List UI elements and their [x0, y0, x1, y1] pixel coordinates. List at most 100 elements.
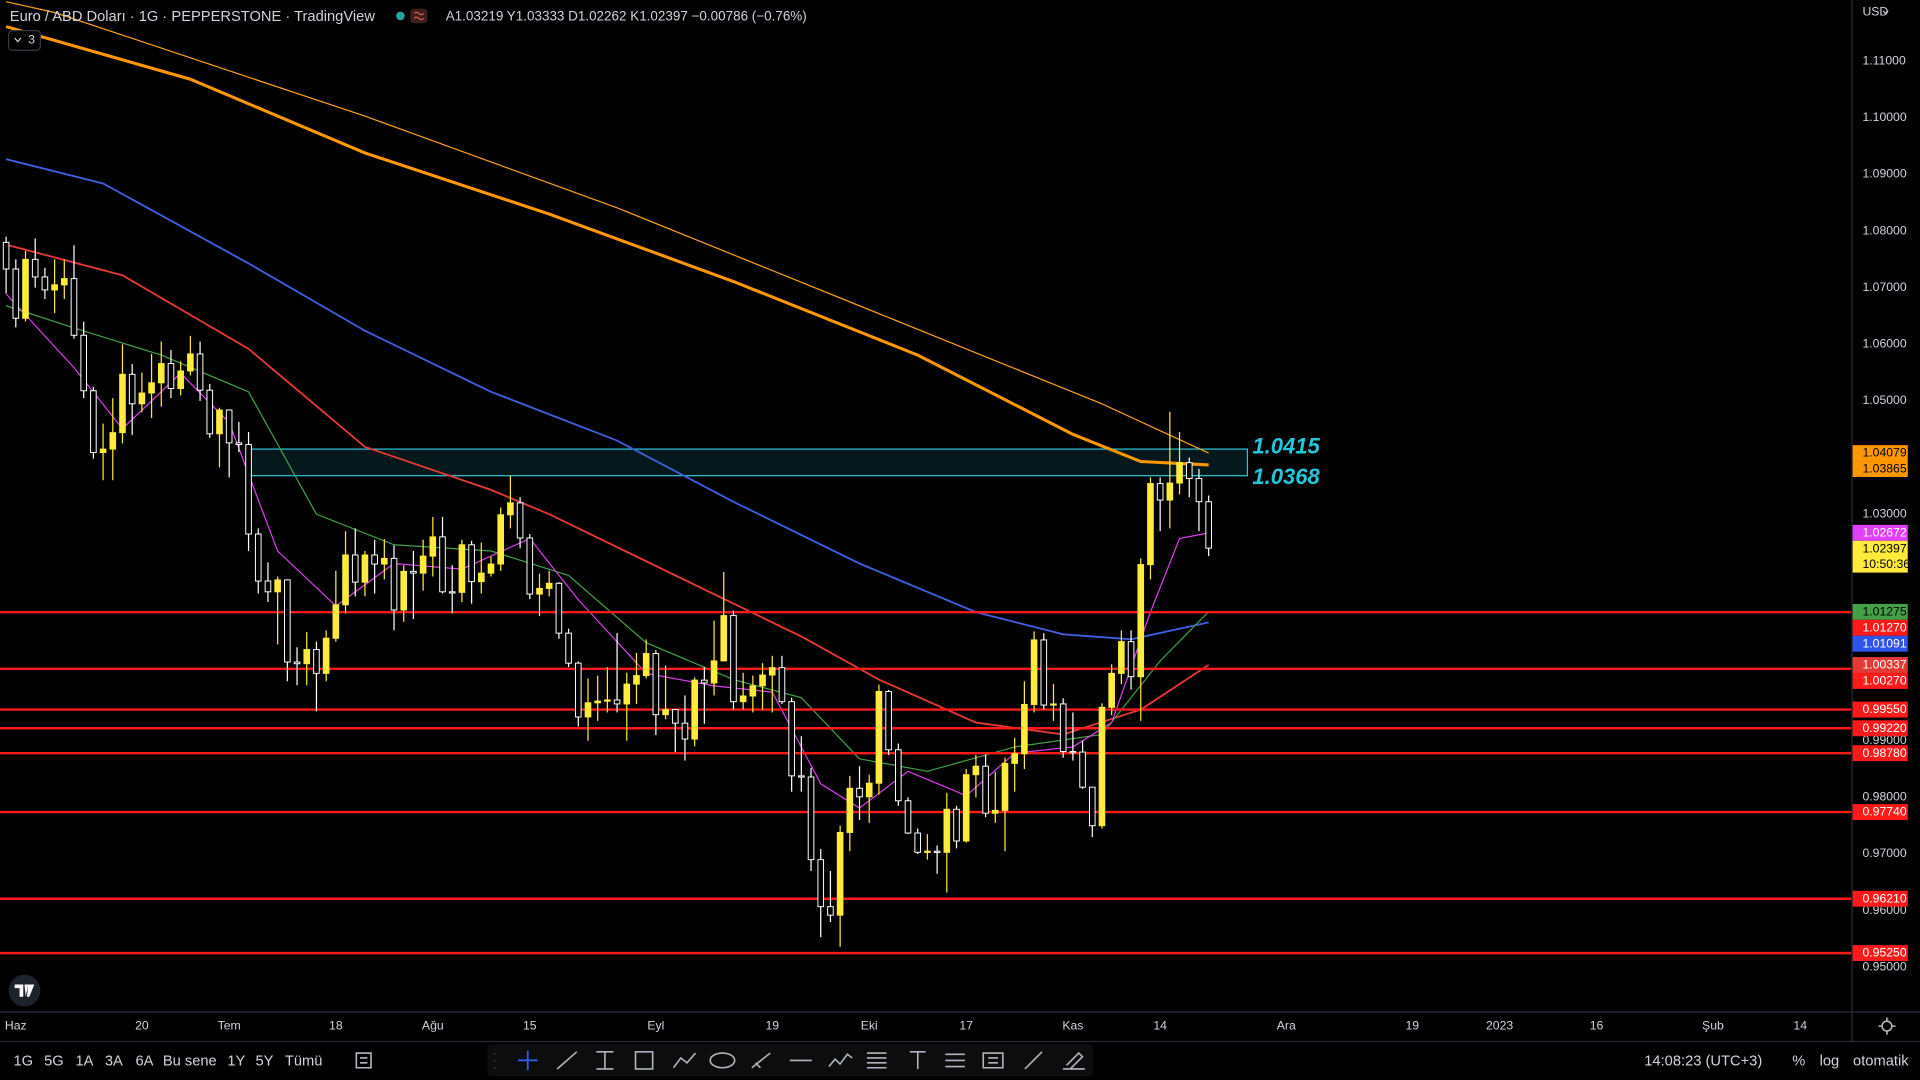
forecast-tool[interactable] [982, 1052, 1004, 1069]
candle-body [293, 661, 301, 665]
candle-body [778, 667, 786, 703]
price-badge [1852, 657, 1908, 673]
range-button[interactable]: 6A [136, 1054, 154, 1070]
rectangle-tool[interactable] [634, 1051, 654, 1070]
y-tick-label: 1.03000 [1862, 506, 1906, 520]
ellipse-tool[interactable] [709, 1052, 736, 1069]
price-badge-label: 1.01091 [1862, 636, 1906, 650]
candle-body [274, 579, 281, 593]
range-button[interactable]: 5G [44, 1054, 64, 1070]
x-tick-label: Tem [218, 1018, 241, 1032]
candle-body [594, 700, 601, 704]
candle-body [846, 787, 854, 833]
candle-body [31, 258, 39, 278]
y-tick-label: 1.11000 [1862, 53, 1906, 67]
candle-body [526, 537, 534, 595]
candle-body [410, 570, 417, 574]
candle-body [303, 649, 311, 665]
candle-body [1059, 703, 1067, 752]
x-tick-label: 19 [1406, 1018, 1420, 1032]
x-tick-label: Ara [1277, 1018, 1296, 1032]
path-tool[interactable] [672, 1052, 697, 1069]
crosshair-tool[interactable] [517, 1050, 538, 1071]
candle-body [128, 373, 136, 405]
logo-bg [8, 974, 41, 1007]
scale-option[interactable]: % [1792, 1054, 1805, 1070]
y-tick-label: 0.99000 [1862, 733, 1906, 747]
candle-body [313, 649, 320, 674]
trendline-tool[interactable] [556, 1051, 578, 1070]
candle-body [662, 709, 669, 716]
range-button[interactable]: 3A [105, 1054, 123, 1070]
candle-body [914, 832, 922, 853]
scale-option[interactable]: otomatik [1853, 1054, 1909, 1070]
price-badge-label: 1.02397 [1862, 541, 1906, 555]
brush-tool[interactable] [751, 1052, 771, 1069]
price-badge [1852, 524, 1908, 541]
indicators-toggle[interactable] [7, 30, 42, 51]
y-tick-label: 0.95000 [1862, 959, 1906, 973]
candle-body [371, 554, 378, 565]
candle-body [225, 409, 233, 444]
ruler-tool[interactable] [1024, 1051, 1043, 1070]
text-line-tool[interactable] [596, 1051, 614, 1070]
candle-body [167, 363, 175, 389]
candle-body [22, 258, 29, 319]
candle-body [439, 536, 446, 593]
x-tick-label: Eyl [647, 1018, 664, 1032]
candle-body [623, 683, 631, 705]
candle-body [1069, 751, 1077, 754]
candle-body [1118, 641, 1125, 674]
candle-body [264, 580, 272, 593]
text-tool[interactable] [909, 1051, 926, 1069]
candle-body [759, 674, 766, 687]
candle-body [691, 679, 698, 740]
date-range-icon[interactable] [355, 1052, 372, 1069]
price-badge-label: 0.99550 [1862, 702, 1906, 716]
price-badge-label: 1.01270 [1862, 620, 1906, 634]
candle-body [604, 699, 611, 702]
candle-body [332, 604, 340, 639]
candle-body [1079, 751, 1086, 788]
range-button[interactable]: 5Y [256, 1054, 274, 1070]
currency[interactable]: USD [1862, 4, 1888, 18]
candle-body [895, 749, 902, 802]
candle-body [856, 787, 863, 798]
candle-body [1195, 478, 1203, 503]
candle-body [701, 679, 708, 684]
measure-tool[interactable] [945, 1053, 965, 1068]
range-button[interactable]: 1A [76, 1054, 94, 1070]
range-button[interactable]: Tümü [285, 1054, 323, 1070]
candle-body [642, 653, 650, 677]
settings-icon[interactable] [1878, 1017, 1896, 1035]
indicator-count: 3 [28, 33, 35, 47]
y-tick-label: 1.07000 [1862, 280, 1906, 294]
candle-body [1088, 786, 1096, 827]
candle-body [613, 699, 621, 705]
price-badge-label: 0.95250 [1862, 946, 1906, 960]
candle-body [1021, 703, 1028, 755]
candle-body [187, 353, 194, 372]
zone-label: 1.0368 [1252, 464, 1320, 489]
candle-body [109, 432, 117, 450]
bottom-toolbar: 1G 5G 1A 3A 6A Bu sene 1Y 5Y Tümü 14:08:23 (UTC+3… [13, 1044, 1909, 1077]
candle-body [60, 278, 68, 286]
candle-body [487, 563, 495, 574]
range-button[interactable]: Bu sene [163, 1054, 217, 1070]
eraser-tool[interactable] [1062, 1051, 1085, 1070]
range-button[interactable]: 1G [13, 1054, 33, 1070]
candle-body [458, 544, 466, 593]
candle-body [807, 776, 815, 861]
candle-body [1156, 483, 1164, 501]
range-button[interactable]: 1Y [227, 1054, 245, 1070]
pattern-tool[interactable] [828, 1053, 853, 1068]
fib-tool[interactable] [866, 1052, 887, 1069]
candle-body [798, 775, 805, 778]
candle-body [254, 533, 262, 582]
candle-body [41, 276, 49, 291]
scale-option[interactable]: log [1820, 1054, 1840, 1070]
status-icon [410, 8, 428, 24]
x-tick-label: 2023 [1486, 1018, 1513, 1032]
